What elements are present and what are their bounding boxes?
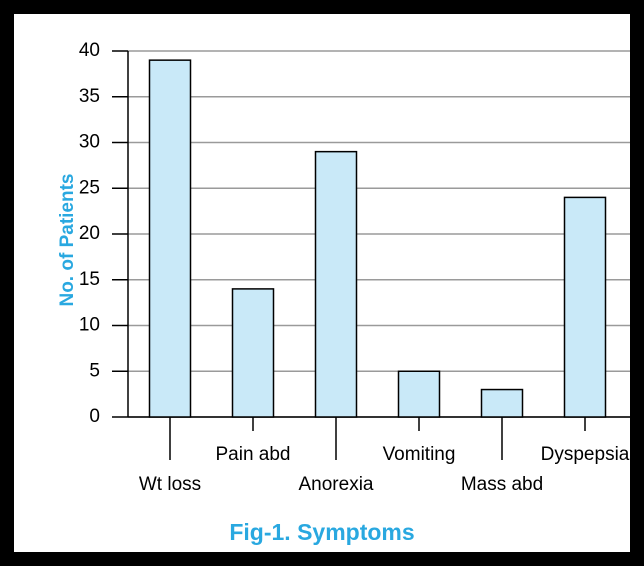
y-tick-label: 0 (89, 406, 100, 427)
y-tick-label: 35 (79, 86, 100, 107)
x-tick-label: Dyspepsia (541, 444, 630, 465)
bar (231, 288, 275, 418)
bar (148, 59, 192, 418)
y-tick-label: 5 (89, 360, 100, 381)
bar (397, 370, 441, 418)
bar (480, 388, 524, 418)
y-tick-label: 15 (79, 269, 100, 290)
y-tick-label: 40 (79, 40, 100, 61)
bar (314, 150, 358, 418)
x-tick-label: Pain abd (215, 444, 290, 465)
y-axis-label: No. of Patients (57, 173, 78, 306)
x-tick-label: Wt loss (139, 474, 201, 495)
y-tick-label: 30 (79, 132, 100, 153)
y-tick-label: 20 (79, 223, 100, 244)
plot-area: 0 5 10 15 20 25 30 35 40 Wt loss Pain abd Anorexia V… (79, 40, 632, 495)
chart-title: Fig-1. Symptoms (229, 519, 414, 545)
x-tick-label: Anorexia (299, 474, 374, 495)
x-tick-label: Vomiting (383, 444, 456, 465)
y-tick-label: 25 (79, 177, 100, 198)
y-tick-label: 10 (79, 315, 100, 336)
x-tick-label: Mass abd (461, 474, 543, 495)
bar (563, 196, 607, 418)
